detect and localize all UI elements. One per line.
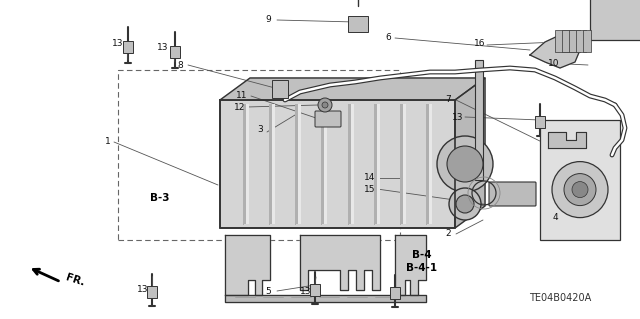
FancyBboxPatch shape [321, 104, 324, 224]
Circle shape [572, 182, 588, 197]
FancyBboxPatch shape [310, 284, 320, 296]
Text: 10: 10 [548, 58, 560, 68]
Text: 9: 9 [265, 16, 271, 25]
FancyBboxPatch shape [246, 104, 249, 224]
Text: 13: 13 [137, 286, 148, 294]
Text: 13: 13 [452, 113, 464, 122]
Text: 4: 4 [552, 213, 558, 222]
Polygon shape [548, 132, 586, 148]
Text: B-4: B-4 [412, 250, 432, 260]
FancyBboxPatch shape [272, 104, 275, 224]
Text: 12: 12 [234, 103, 246, 113]
FancyBboxPatch shape [429, 104, 432, 224]
Text: TE04B0420A: TE04B0420A [529, 293, 591, 303]
Polygon shape [225, 295, 426, 302]
FancyBboxPatch shape [583, 30, 591, 52]
FancyBboxPatch shape [315, 111, 341, 127]
FancyBboxPatch shape [147, 286, 157, 298]
Circle shape [318, 98, 332, 112]
FancyBboxPatch shape [272, 80, 288, 98]
FancyBboxPatch shape [590, 0, 640, 40]
Text: B-4-1: B-4-1 [406, 263, 438, 273]
FancyBboxPatch shape [569, 30, 580, 52]
Circle shape [564, 174, 596, 206]
Text: 15: 15 [364, 184, 376, 194]
Polygon shape [455, 78, 485, 228]
FancyBboxPatch shape [123, 41, 133, 53]
FancyBboxPatch shape [535, 116, 545, 128]
FancyBboxPatch shape [562, 30, 575, 52]
FancyBboxPatch shape [374, 104, 377, 224]
FancyBboxPatch shape [390, 287, 400, 299]
FancyBboxPatch shape [576, 30, 586, 52]
Text: 16: 16 [474, 40, 486, 48]
Text: 13: 13 [300, 286, 312, 295]
FancyBboxPatch shape [298, 104, 301, 224]
Text: FR.: FR. [64, 272, 86, 288]
Circle shape [322, 102, 328, 108]
FancyBboxPatch shape [400, 104, 403, 224]
FancyBboxPatch shape [348, 16, 368, 32]
FancyBboxPatch shape [324, 104, 328, 224]
FancyBboxPatch shape [170, 46, 180, 58]
Polygon shape [530, 35, 580, 68]
Circle shape [552, 162, 608, 218]
Polygon shape [225, 235, 270, 295]
FancyBboxPatch shape [377, 104, 380, 224]
FancyBboxPatch shape [540, 120, 620, 240]
Circle shape [449, 188, 481, 220]
Circle shape [456, 195, 474, 213]
FancyBboxPatch shape [220, 100, 455, 228]
FancyBboxPatch shape [489, 182, 536, 206]
FancyBboxPatch shape [351, 104, 353, 224]
FancyBboxPatch shape [295, 104, 298, 224]
Text: 7: 7 [445, 95, 451, 105]
FancyBboxPatch shape [426, 104, 429, 224]
FancyBboxPatch shape [348, 104, 351, 224]
Circle shape [447, 146, 483, 182]
Text: 5: 5 [265, 286, 271, 295]
Text: 6: 6 [385, 33, 391, 42]
Text: B-3: B-3 [150, 193, 170, 203]
Text: 2: 2 [445, 229, 451, 239]
Text: 13: 13 [157, 43, 169, 53]
Polygon shape [300, 235, 380, 290]
Text: 3: 3 [257, 125, 263, 135]
Text: 14: 14 [364, 174, 376, 182]
Circle shape [437, 136, 493, 192]
Text: 8: 8 [177, 61, 183, 70]
FancyBboxPatch shape [269, 104, 272, 224]
Polygon shape [220, 78, 485, 100]
FancyBboxPatch shape [475, 60, 483, 180]
Text: 13: 13 [112, 40, 124, 48]
FancyBboxPatch shape [403, 104, 406, 224]
FancyBboxPatch shape [243, 104, 246, 224]
Polygon shape [395, 235, 426, 295]
Text: 11: 11 [236, 91, 248, 100]
FancyBboxPatch shape [555, 30, 569, 52]
Text: 1: 1 [105, 137, 111, 146]
